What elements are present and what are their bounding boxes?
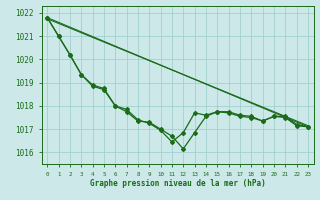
X-axis label: Graphe pression niveau de la mer (hPa): Graphe pression niveau de la mer (hPa) bbox=[90, 179, 266, 188]
